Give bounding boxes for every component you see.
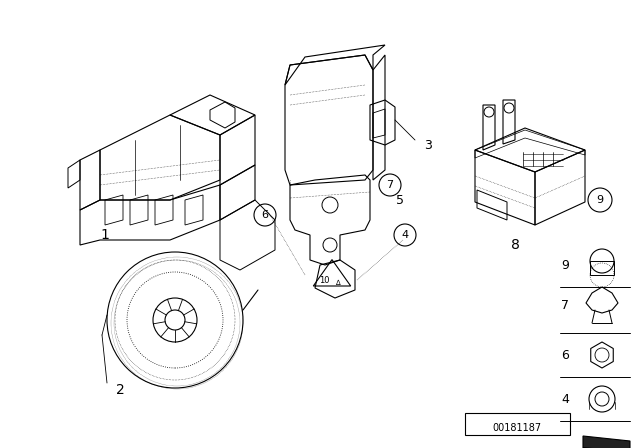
Text: 7: 7: [561, 298, 569, 311]
Text: 3: 3: [424, 138, 432, 151]
Text: 4: 4: [561, 392, 569, 405]
Text: 6: 6: [262, 210, 269, 220]
Text: 1: 1: [100, 228, 109, 242]
Text: 00181187: 00181187: [492, 423, 541, 433]
Text: 9: 9: [596, 195, 604, 205]
Text: ∆: ∆: [335, 280, 339, 286]
Text: 10: 10: [319, 276, 329, 284]
Text: 9: 9: [561, 258, 569, 271]
Text: 6: 6: [561, 349, 569, 362]
Polygon shape: [583, 447, 630, 448]
Polygon shape: [583, 436, 630, 448]
Text: 2: 2: [116, 383, 124, 397]
Text: 5: 5: [396, 194, 404, 207]
FancyBboxPatch shape: [465, 413, 570, 435]
Text: 7: 7: [387, 180, 394, 190]
Text: 8: 8: [511, 238, 520, 252]
Text: 4: 4: [401, 230, 408, 240]
